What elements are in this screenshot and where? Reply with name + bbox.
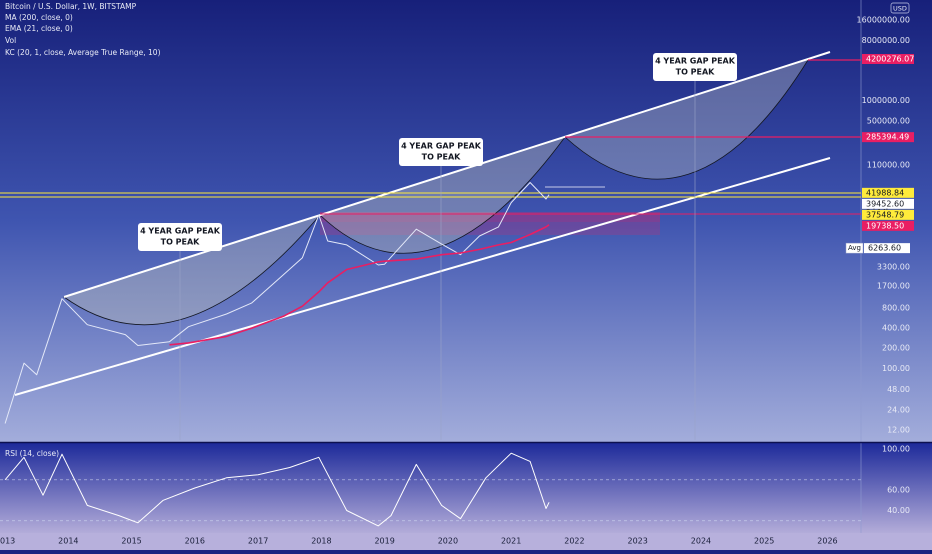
y-tick-label: 60.00 bbox=[887, 486, 910, 495]
x-tick-label: 2022 bbox=[564, 537, 584, 546]
y-tick-label: 24.00 bbox=[887, 405, 910, 414]
annotation-box bbox=[399, 138, 483, 166]
y-tick-label: 16000000.00 bbox=[857, 16, 910, 25]
x-tick-label: 2023 bbox=[628, 537, 648, 546]
channel-upper bbox=[63, 51, 831, 298]
x-tick-label: 2015 bbox=[121, 537, 141, 546]
y-tick-label: 200.00 bbox=[882, 344, 910, 353]
price-label-text: 37548.79 bbox=[866, 210, 904, 219]
y-tick-label: 110000.00 bbox=[867, 160, 910, 169]
annotation-text: TO PEAK bbox=[676, 68, 716, 77]
price-label-text: 4200276.07 bbox=[866, 55, 914, 64]
x-tick-label: 2026 bbox=[817, 537, 837, 546]
annotation-text: TO PEAK bbox=[422, 153, 462, 162]
y-tick-label: 400.00 bbox=[882, 324, 910, 333]
y-tick-label: 100.00 bbox=[882, 445, 910, 454]
legend-entry: Bitcoin / U.S. Dollar, 1W, BITSTAMP bbox=[5, 2, 137, 11]
legend-entry: RSI (14, close) bbox=[5, 449, 59, 458]
series-line bbox=[169, 224, 550, 346]
x-tick-label: 2025 bbox=[754, 537, 774, 546]
x-tick-label: 2024 bbox=[691, 537, 711, 546]
arc bbox=[63, 214, 322, 326]
avg-name: Avg bbox=[848, 244, 861, 252]
avg-label-text: 6263.60 bbox=[868, 244, 901, 253]
annotation-text: 4 YEAR GAP PEAK bbox=[401, 142, 482, 151]
y-tick-label: 100.00 bbox=[882, 364, 910, 373]
x-tick-label: 2014 bbox=[58, 537, 78, 546]
rsi-pane bbox=[0, 443, 932, 533]
arc-fill bbox=[320, 137, 565, 254]
legend-entry: MA (200, close, 0) bbox=[5, 13, 73, 22]
y-tick-label: 800.00 bbox=[882, 303, 910, 312]
x-tick-label: 2019 bbox=[374, 537, 394, 546]
currency-button[interactable] bbox=[890, 2, 910, 14]
y-tick-label: 1700.00 bbox=[877, 282, 910, 291]
x-tick-label: 2017 bbox=[248, 537, 268, 546]
price-label-text: 285394.49 bbox=[866, 133, 909, 142]
avg-label bbox=[864, 243, 910, 254]
x-tick-label: 2018 bbox=[311, 537, 331, 546]
series-line bbox=[4, 452, 550, 527]
drawings bbox=[0, 51, 861, 440]
currency[interactable]: USD bbox=[893, 5, 907, 13]
price-label-text: 19738.50 bbox=[866, 221, 904, 230]
annotation-box bbox=[653, 53, 737, 81]
price-label bbox=[862, 198, 914, 209]
price-label-text: 39452.60 bbox=[866, 199, 904, 208]
avg-name-box bbox=[845, 242, 864, 254]
y-tick-label: 12.00 bbox=[887, 425, 910, 434]
x-tick-label: 2016 bbox=[185, 537, 205, 546]
time-axis bbox=[0, 533, 932, 550]
price-label bbox=[862, 54, 914, 65]
arc bbox=[564, 59, 809, 180]
annotation-box bbox=[138, 223, 222, 251]
annotation-text: 4 YEAR GAP PEAK bbox=[140, 227, 221, 236]
x-tick-label: 2020 bbox=[438, 537, 458, 546]
x-tick-label: 2013 bbox=[0, 537, 15, 546]
main-pane bbox=[0, 0, 932, 442]
legend-entry: Vol bbox=[5, 36, 16, 45]
annotation-text: 4 YEAR GAP PEAK bbox=[655, 57, 736, 66]
y-tick-label: 1000000.00 bbox=[862, 96, 910, 105]
y-tick-label: 40.00 bbox=[887, 506, 910, 515]
arc-fill bbox=[64, 215, 320, 325]
arc-fill bbox=[565, 60, 808, 180]
price-label bbox=[862, 209, 914, 220]
price-label bbox=[862, 132, 914, 143]
y-tick-label: 8000000.00 bbox=[862, 36, 910, 45]
legend-entry: KC (20, 1, close, Average True Range, 10… bbox=[5, 48, 161, 57]
series-line bbox=[4, 182, 550, 424]
annotation-text: TO PEAK bbox=[161, 238, 201, 247]
y-tick-label: 48.00 bbox=[887, 385, 910, 394]
y-tick-label: 500000.00 bbox=[867, 116, 910, 125]
zone bbox=[320, 212, 660, 222]
y-tick-label: 3300.00 bbox=[877, 262, 910, 271]
x-tick-label: 2021 bbox=[501, 537, 521, 546]
legend-entry: EMA (21, close, 0) bbox=[5, 24, 73, 33]
price-label bbox=[862, 220, 914, 231]
price-label-text: 41988.84 bbox=[866, 188, 904, 197]
arc bbox=[319, 136, 566, 254]
price-label bbox=[862, 187, 914, 198]
